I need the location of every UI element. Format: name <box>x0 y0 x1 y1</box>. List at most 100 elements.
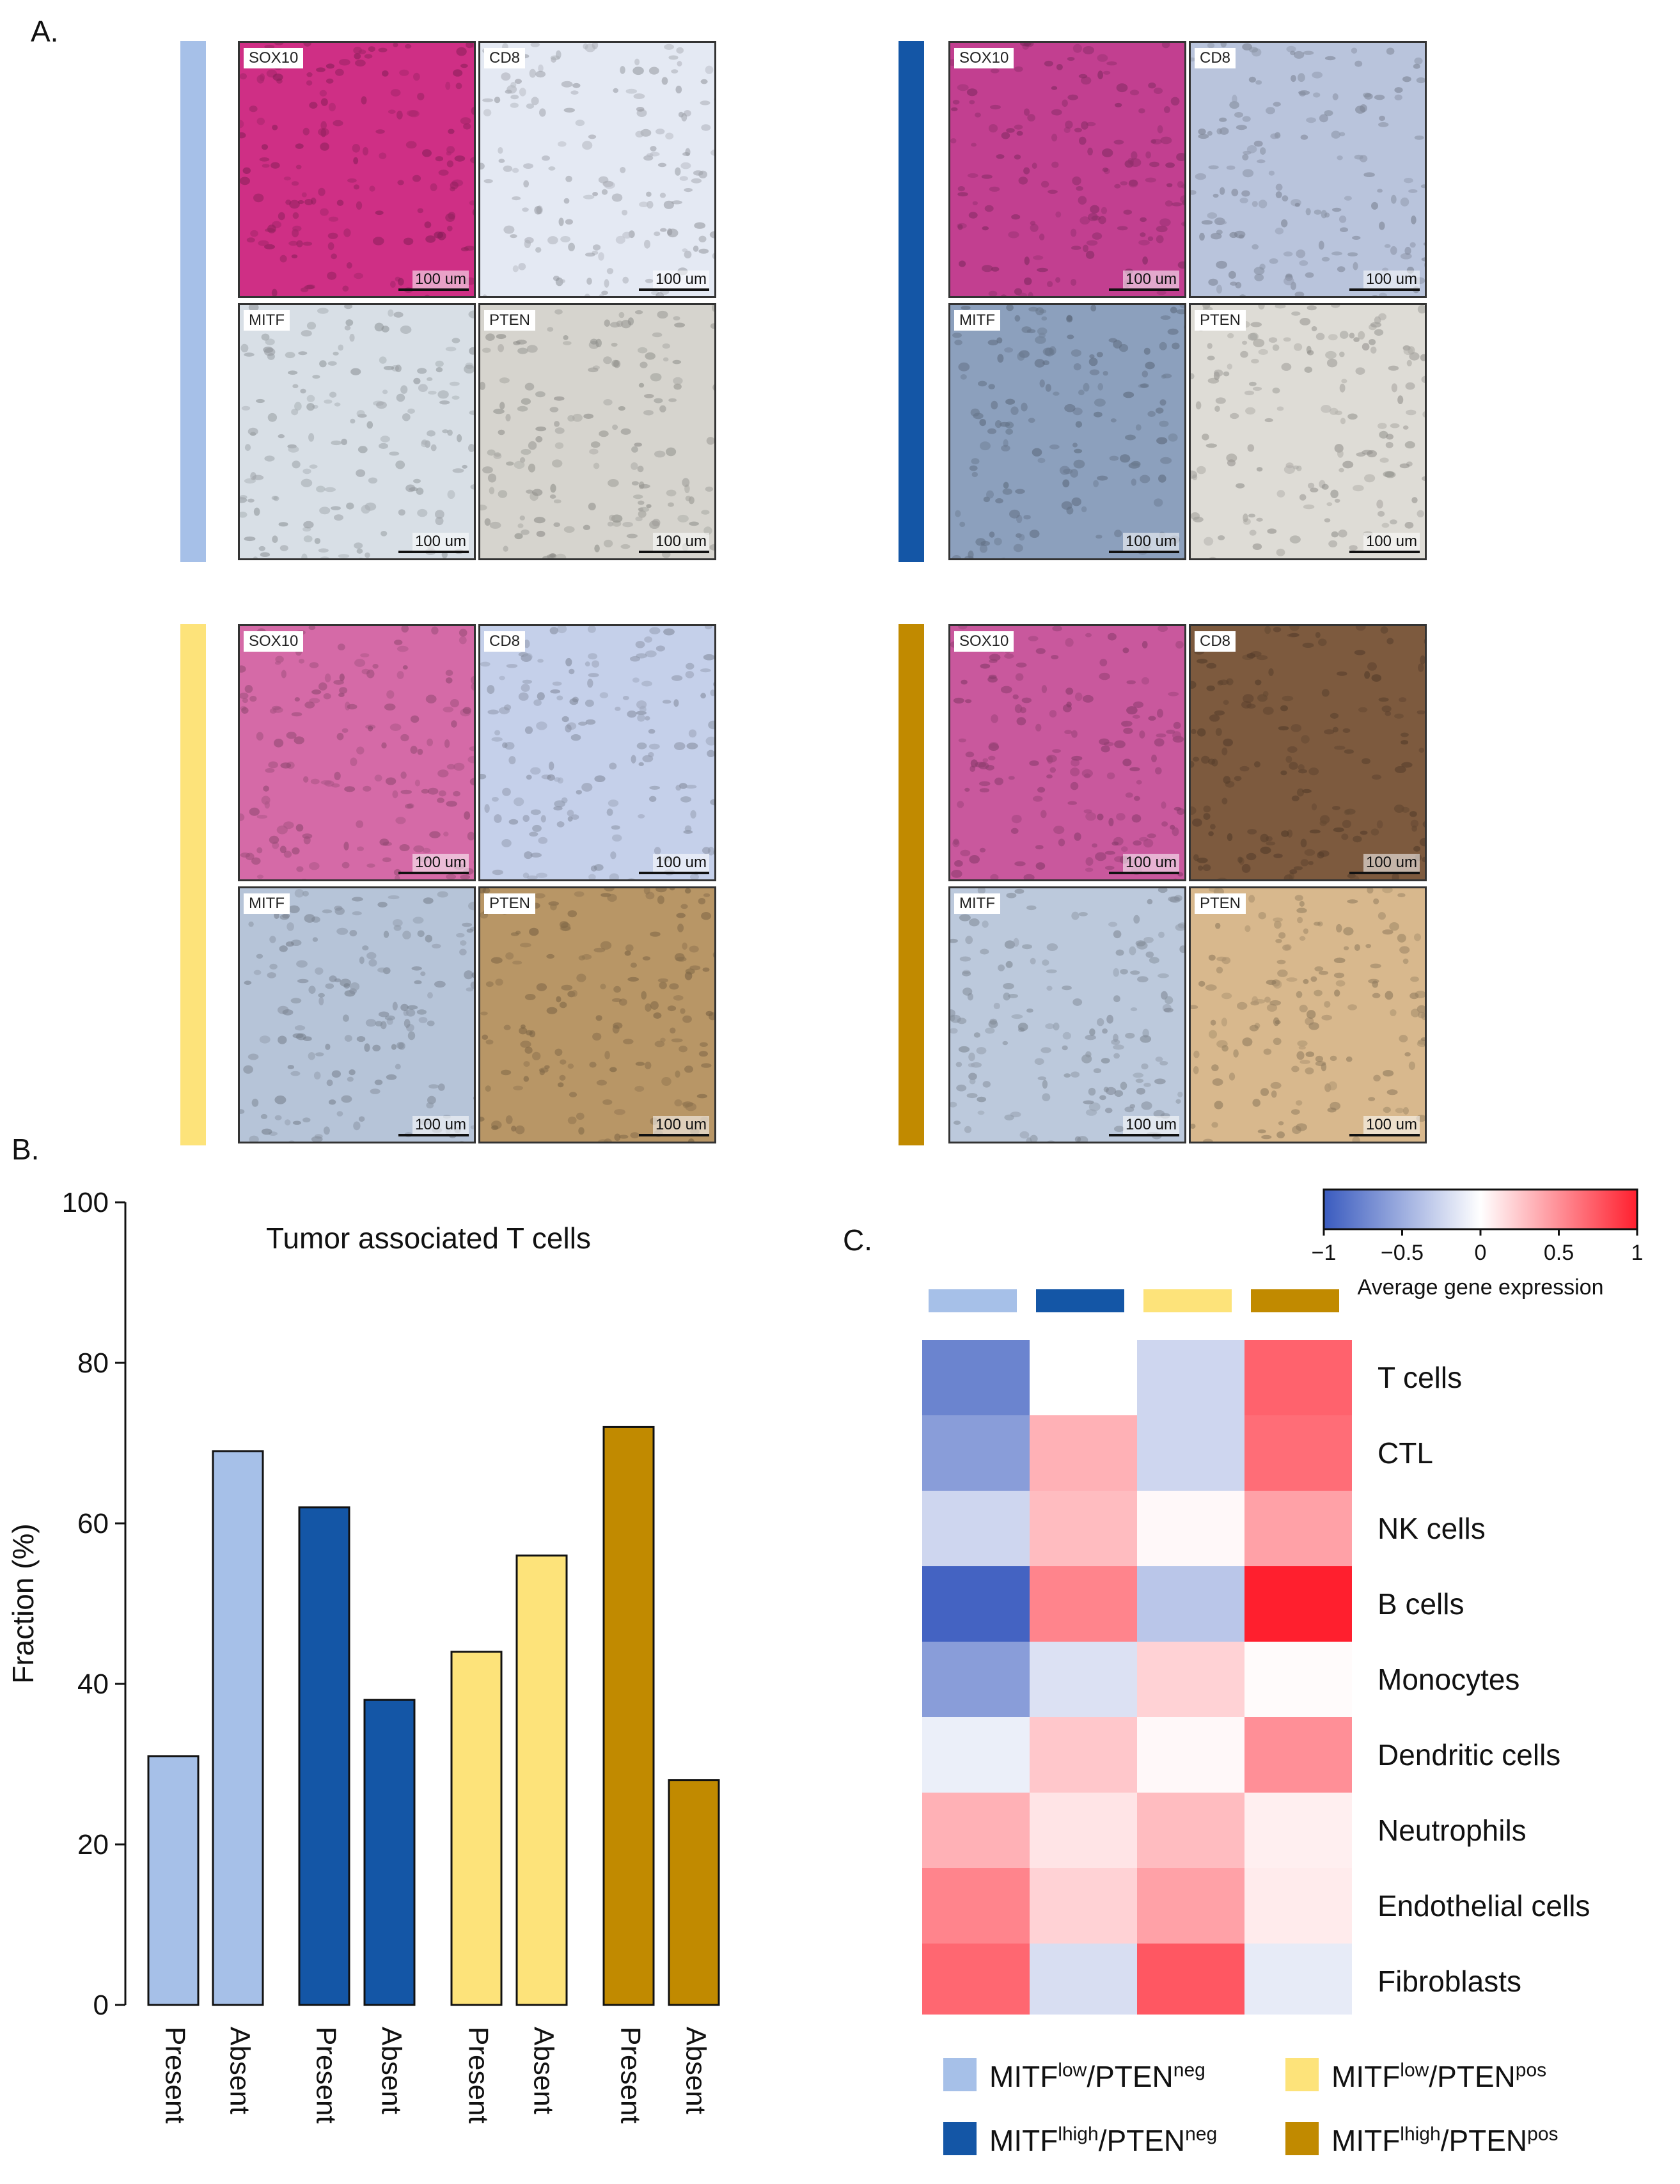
bar-present <box>298 1506 350 2006</box>
scale-bar <box>639 551 709 553</box>
tissue-texture <box>1191 305 1425 558</box>
heatmap-cell <box>1137 1717 1244 1793</box>
micrograph-tile: SOX10 100 um <box>238 624 476 881</box>
heatmap-cell <box>922 1566 1030 1642</box>
stain-label: PTEN <box>484 893 536 914</box>
y-tick-label: 0 <box>93 1990 109 2021</box>
heatmap-cell <box>1244 1415 1352 1491</box>
scale-bar-label: 100 um <box>412 854 469 872</box>
heatmap-cell <box>922 1717 1030 1793</box>
bar-absent <box>515 1554 568 2006</box>
heatmap-row-label: Fibroblasts <box>1378 1965 1521 1998</box>
bar-present <box>602 1426 655 2006</box>
heatmap-cell <box>1244 1868 1352 1944</box>
heatmap-cell <box>1030 1793 1137 1868</box>
legend-text: MITF <box>1331 2124 1401 2157</box>
scale-bar-label: 100 um <box>1363 271 1420 288</box>
tissue-texture <box>950 43 1184 296</box>
heatmap-cell <box>1244 1944 1352 2015</box>
heatmap-cell <box>922 1642 1030 1717</box>
scale-bar-label: 100 um <box>412 533 469 551</box>
legend-text: /PTEN <box>1098 2124 1186 2157</box>
heatmap-cell <box>1244 1717 1352 1793</box>
scale-bar-label: 100 um <box>412 271 469 288</box>
stain-label: MITF <box>244 310 290 331</box>
tissue-texture <box>480 626 714 879</box>
legend-swatch <box>943 2122 977 2155</box>
micrograph-tile: MITF 100 um <box>948 886 1186 1143</box>
heatmap-row-label: CTL <box>1378 1436 1433 1470</box>
tissue-texture <box>480 305 714 558</box>
micrograph-tile: MITF 100 um <box>238 886 476 1143</box>
colorbar-tick-label: 1 <box>1631 1241 1644 1265</box>
tissue-texture <box>240 305 474 558</box>
x-category-label: Present <box>462 2027 494 2124</box>
tissue-texture <box>240 626 474 879</box>
heatmap-cell <box>1030 1944 1137 2015</box>
colorbar <box>1323 1188 1638 1230</box>
legend-superscript: low <box>1400 2059 1429 2081</box>
heatmap-cell <box>922 1868 1030 1944</box>
heatmap-cell <box>1244 1566 1352 1642</box>
legend-superscript: lhigh <box>1400 2123 1441 2145</box>
scale-bar-label: 100 um <box>1363 533 1420 551</box>
heatmap-cell <box>1244 1340 1352 1415</box>
scale-bar-label: 100 um <box>1122 854 1179 872</box>
legend-swatch <box>1285 2122 1319 2155</box>
legend-text: MITF <box>989 2124 1058 2157</box>
scale-bar-label: 100 um <box>412 1116 469 1134</box>
legend-text: /PTEN <box>1429 2060 1516 2093</box>
legend-text: MITF <box>1331 2060 1401 2093</box>
tissue-texture <box>1191 888 1425 1142</box>
micrograph-tile: CD8 100 um <box>1189 624 1427 881</box>
scale-bar <box>398 551 469 553</box>
heatmap-cell <box>1137 1415 1244 1491</box>
bar-absent <box>363 1699 416 2006</box>
column-group-chip <box>1251 1289 1339 1312</box>
stain-label: SOX10 <box>244 631 304 652</box>
column-group-chip <box>1036 1289 1124 1312</box>
heatmap-row-label: B cells <box>1378 1587 1464 1621</box>
scale-bar-label: 100 um <box>1363 854 1420 872</box>
panel-label-a: A. <box>31 15 59 48</box>
heatmap-cell <box>1137 1944 1244 2015</box>
bar-present <box>147 1755 200 2006</box>
micrograph-tile: PTEN 100 um <box>1189 303 1427 560</box>
legend-text: /PTEN <box>1440 2124 1528 2157</box>
heatmap-row-label: Dendritic cells <box>1378 1738 1560 1772</box>
stain-label: SOX10 <box>954 631 1014 652</box>
heatmap-cell <box>1137 1491 1244 1566</box>
legend-superscript: lhigh <box>1058 2123 1099 2145</box>
legend-text: MITF <box>989 2060 1058 2093</box>
heatmap-cell <box>1030 1491 1137 1566</box>
micrograph-tile: CD8 100 um <box>1189 41 1427 298</box>
legend-superscript: low <box>1058 2059 1087 2081</box>
stain-label: MITF <box>954 310 1000 331</box>
micrograph-tile: SOX10 100 um <box>948 624 1186 881</box>
tissue-texture <box>480 43 714 296</box>
stain-label: PTEN <box>484 310 536 331</box>
heatmap-row-label: Monocytes <box>1378 1663 1519 1696</box>
stain-label: CD8 <box>484 631 526 652</box>
scale-bar-label: 100 um <box>652 271 709 288</box>
heatmap-cell <box>1137 1566 1244 1642</box>
heatmap-row-label: Endothelial cells <box>1378 1889 1590 1922</box>
panel-label-b: B. <box>12 1133 40 1166</box>
heatmap-cell <box>1030 1340 1137 1415</box>
column-group-chip <box>1143 1289 1232 1312</box>
scale-bar-label: 100 um <box>652 1116 709 1134</box>
heatmap-cell <box>1137 1868 1244 1944</box>
scale-bar <box>639 872 709 874</box>
scale-bar <box>1109 288 1179 291</box>
heatmap-cell <box>922 1944 1030 2015</box>
scale-bar <box>639 1134 709 1136</box>
scale-bar-label: 100 um <box>652 533 709 551</box>
micrograph-tile: MITF 100 um <box>238 303 476 560</box>
heatmap-cell <box>922 1491 1030 1566</box>
micrograph-tile: MITF 100 um <box>948 303 1186 560</box>
legend-superscript: neg <box>1173 2059 1205 2081</box>
heatmap-cell <box>1030 1566 1137 1642</box>
tissue-texture <box>1191 43 1425 296</box>
heatmap-row-label: Neutrophils <box>1378 1814 1527 1847</box>
legend-swatch <box>943 2058 977 2091</box>
